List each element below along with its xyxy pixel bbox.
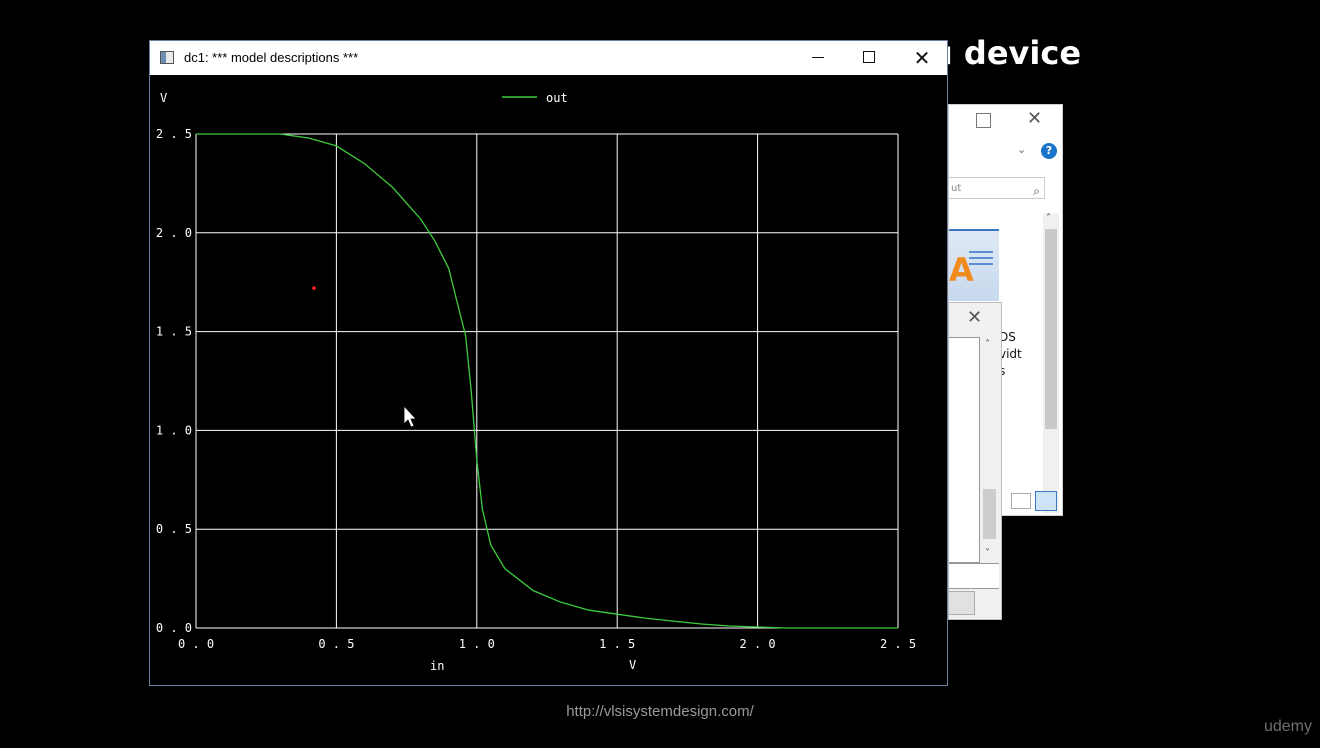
x-unit-label: V: [629, 658, 636, 672]
y-tick-label: 2 . 0: [156, 226, 192, 240]
help-icon[interactable]: ?: [1041, 143, 1057, 159]
text-field[interactable]: [949, 563, 999, 589]
slide-title: u device: [930, 34, 1082, 72]
y-tick-label: 2 . 5: [156, 127, 192, 141]
vertical-scrollbar[interactable]: ˄ ˅: [1043, 213, 1059, 513]
file-label-line: DS: [999, 330, 1016, 344]
scroll-up-icon[interactable]: ˄: [985, 339, 990, 350]
y-tick-label: 0 . 5: [156, 522, 192, 536]
y-tick-label: 1 . 5: [156, 325, 192, 339]
preview-view-icon[interactable]: [1035, 491, 1057, 511]
list-scrollbar[interactable]: ˄ ˅: [981, 337, 998, 561]
text-lines-icon: [969, 251, 993, 269]
file-label-line: vidt: [999, 347, 1022, 361]
file-thumbnail[interactable]: A: [949, 229, 999, 301]
x-tick-label: 2 . 5: [880, 637, 916, 651]
x-tick-label: 1 . 5: [599, 637, 635, 651]
search-icon[interactable]: ⌕: [1033, 184, 1040, 198]
x-tick-label: 1 . 0: [459, 637, 495, 651]
close-icon: ✕: [913, 46, 931, 70]
minimize-icon: [812, 57, 824, 58]
close-button[interactable]: ✕: [899, 41, 945, 75]
legend-label-out: out: [546, 91, 568, 105]
y-tick-label: 1 . 0: [156, 423, 192, 437]
y-tick-label: 0 . 0: [156, 621, 192, 635]
y-unit-label: V: [160, 91, 167, 105]
scroll-up-icon[interactable]: ˄: [1046, 213, 1051, 224]
maximize-button[interactable]: [847, 41, 893, 75]
window-titlebar[interactable]: dc1: *** model descriptions *** ✕: [150, 41, 947, 75]
details-view-icon[interactable]: [1011, 493, 1031, 509]
dialog-button[interactable]: [949, 591, 975, 615]
close-icon[interactable]: ✕: [1027, 108, 1043, 129]
x-axis-label: in: [430, 659, 444, 673]
scrollbar-thumb[interactable]: [983, 489, 996, 539]
minimize-button[interactable]: [795, 41, 841, 75]
x-tick-label: 0 . 5: [318, 637, 354, 651]
list-box[interactable]: [949, 337, 980, 563]
close-icon[interactable]: ✕: [967, 307, 983, 328]
maximize-icon: [863, 51, 875, 63]
footer-url: http://vlsisystemdesign.com/: [566, 703, 754, 720]
file-label: DS vidt s: [999, 329, 1022, 380]
x-tick-labels: 0 . 0 0 . 5 1 . 0 1 . 5 2 . 0 2 . 5: [178, 637, 916, 651]
maximize-icon[interactable]: [976, 113, 991, 128]
scrollbar-thumb[interactable]: [1045, 229, 1057, 429]
app-icon[interactable]: [160, 51, 174, 64]
chevron-down-icon[interactable]: ⌄: [1017, 143, 1027, 156]
scroll-down-icon[interactable]: ˅: [985, 548, 990, 559]
window-title: dc1: *** model descriptions ***: [184, 50, 359, 65]
search-input[interactable]: ut ⌕: [949, 177, 1045, 199]
legend: out: [502, 91, 568, 105]
brand-watermark: udemy: [1263, 718, 1312, 735]
background-window-titlebar: ✕: [949, 105, 1062, 139]
mouse-cursor-icon: [403, 404, 417, 428]
background-dialog: ✕ ˄ ˅: [948, 302, 1002, 620]
x-tick-label: 2 . 0: [740, 637, 776, 651]
x-tick-label: 0 . 0: [178, 637, 214, 651]
y-tick-labels: 0 . 0 0 . 5 1 . 0 1 . 5 2 . 0 2 . 5: [156, 127, 192, 635]
grid: [195, 133, 899, 629]
cursor-marker-point: [312, 286, 316, 290]
series-line-out: [196, 133, 898, 629]
file-label-line: s: [999, 364, 1006, 378]
search-text: ut: [951, 183, 962, 194]
